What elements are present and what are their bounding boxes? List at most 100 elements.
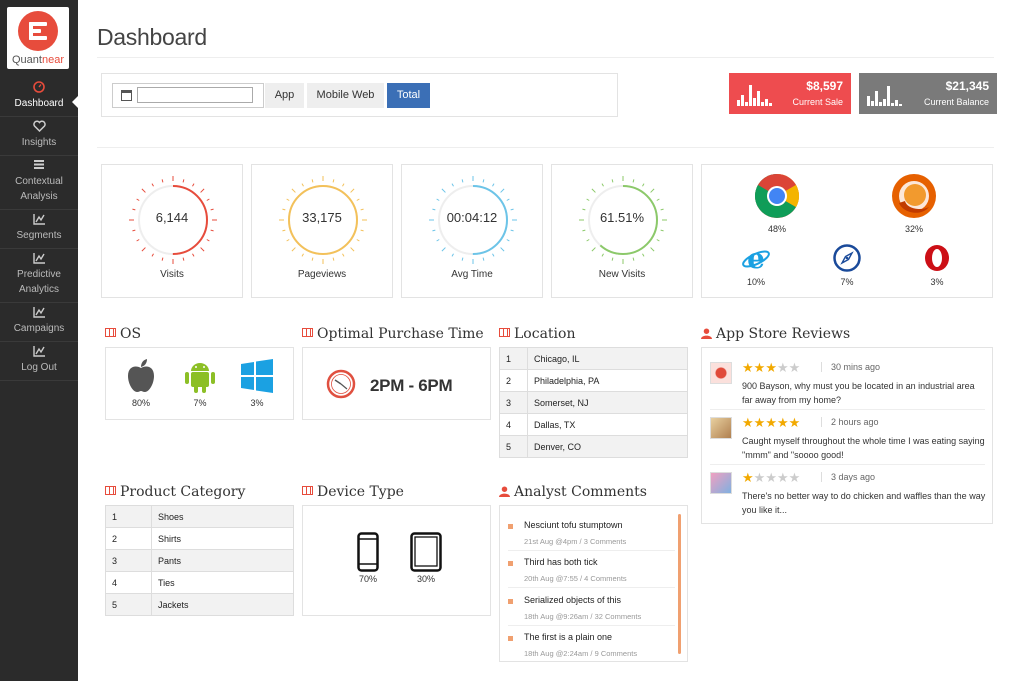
- gauge-new-visits: 61.51% New Visits: [551, 164, 693, 298]
- sidebar-item-segments[interactable]: Segments: [0, 210, 78, 249]
- star-filled-icon: ★: [742, 415, 754, 430]
- comment-title: Serialized objects of this: [524, 595, 622, 605]
- divider: [508, 587, 675, 588]
- comment-meta: 18th Aug @2:24am / 9 Comments: [524, 649, 638, 658]
- phone-icon: [357, 532, 379, 572]
- gauge-tick: [650, 247, 655, 252]
- gauge-tick: [591, 188, 596, 193]
- tab-mobile-web[interactable]: Mobile Web: [307, 83, 384, 108]
- star-filled-icon: ★: [765, 415, 777, 430]
- location-table: 1 Chicago, IL 2 Philadelphia, PA 3 Somerset…: [499, 347, 688, 458]
- date-picker[interactable]: [112, 83, 264, 108]
- divider: [710, 409, 985, 410]
- product-category-table: 1 Shoes 2 Shirts 3 Pants 4 Ties 5 Jackets: [105, 505, 294, 616]
- gauge-tick: [356, 239, 360, 242]
- user-icon: [701, 328, 712, 339]
- comment-meta: 21st Aug @4pm / 3 Comments: [524, 537, 627, 546]
- current-sale-value: $8,597: [806, 79, 843, 93]
- gauge-tick: [500, 247, 505, 252]
- gauge-tick: [161, 257, 164, 261]
- date-input[interactable]: [137, 87, 253, 103]
- filter-bar: App Mobile Web Total: [101, 73, 618, 117]
- bullet-icon: [508, 636, 513, 641]
- comment-item[interactable]: Third has both tick 20th Aug @7:55 / 4 C…: [508, 557, 668, 587]
- tab-app[interactable]: App: [265, 83, 304, 108]
- gauge-tick: [200, 247, 205, 252]
- section-product-category: Product Category: [105, 484, 245, 500]
- gauge-tick: [301, 253, 304, 257]
- comment-item[interactable]: Nesciunt tofu stumptown 21st Aug @4pm / …: [508, 520, 668, 550]
- browser-safari: 7%: [832, 244, 862, 287]
- gauge-tick: [436, 239, 440, 242]
- gauge-tick: [492, 253, 495, 257]
- review-thumbnail: [710, 362, 732, 384]
- comment-meta: 18th Aug @9:26am / 32 Comments: [524, 612, 642, 621]
- sidebar-item-insights[interactable]: Insights: [0, 117, 78, 156]
- gauge-tick: [360, 208, 364, 211]
- current-balance-label: Current Balance: [923, 97, 989, 107]
- heart-icon: [0, 120, 78, 135]
- sidebar-item-dashboard[interactable]: Dashboard: [0, 78, 78, 117]
- table-row: 4 Ties: [105, 571, 294, 594]
- gauge-tick: [611, 257, 614, 261]
- gauge-tick: [611, 179, 614, 183]
- gauge-tick: [311, 179, 314, 183]
- gauge-tick: [356, 198, 360, 201]
- gauge-tick: [291, 188, 296, 193]
- comment-item[interactable]: Serialized objects of this 18th Aug @9:2…: [508, 595, 668, 625]
- gauge-tick: [141, 188, 146, 193]
- gauge-tick: [660, 208, 664, 211]
- gauge-tick: [192, 253, 195, 257]
- gauge-ring: [429, 176, 517, 264]
- device-pct: 70%: [358, 574, 377, 584]
- scrollbar[interactable]: [678, 514, 681, 654]
- gauge-tick: [510, 229, 514, 232]
- logo[interactable]: Quantnear: [7, 7, 69, 69]
- sidebar-item-predictive-analytics[interactable]: Predictive Analytics: [0, 249, 78, 303]
- chart-line-icon: [0, 306, 78, 321]
- sidebar-item-campaigns[interactable]: Campaigns: [0, 303, 78, 342]
- safari-icon: [833, 244, 861, 272]
- gauge-visits: 6,144 Visits: [101, 164, 243, 298]
- gauge-tick: [151, 253, 154, 257]
- star-empty-icon: ★: [765, 470, 777, 485]
- chart-line-icon: [0, 213, 78, 228]
- gauge-tick: [132, 229, 136, 232]
- chart-line-icon: [0, 345, 78, 360]
- gauge-arc: [288, 185, 358, 255]
- star-empty-icon: ★: [788, 470, 801, 485]
- sidebar-item-log-out[interactable]: Log Out: [0, 342, 78, 381]
- gauge-arc: [588, 185, 658, 255]
- bullet-icon: [508, 599, 513, 604]
- star-empty-icon: ★: [776, 360, 789, 375]
- divider: [508, 625, 675, 626]
- tab-total[interactable]: Total: [387, 83, 430, 108]
- review-text: There's no better way to do chicken and …: [742, 491, 986, 515]
- current-sale-label: Current Sale: [792, 97, 843, 107]
- gauge-tick: [286, 239, 290, 242]
- os-pct: 3%: [250, 398, 264, 408]
- current-balance-card: $21,345 Current Balance: [859, 73, 997, 114]
- gauge-arc: [138, 185, 208, 255]
- browser-chrome: 48%: [754, 173, 800, 234]
- clock-icon: [326, 369, 356, 399]
- purchase-time-card: [302, 347, 491, 420]
- gauge-tick: [350, 247, 355, 252]
- gauge-tick: [642, 253, 645, 257]
- calendar-icon: [121, 90, 132, 101]
- star-rating: ★★★★★: [742, 360, 800, 376]
- section-reviews: App Store Reviews: [701, 326, 850, 342]
- review-time: 30 mins ago: [821, 362, 880, 372]
- table-row: 1 Chicago, IL: [499, 347, 688, 370]
- browser-pct: 48%: [767, 224, 786, 234]
- gauge-tick: [286, 198, 290, 201]
- gauge-tick: [291, 247, 296, 252]
- browser-ie: e 10%: [740, 242, 772, 287]
- ie-icon: e: [742, 242, 770, 275]
- sidebar-item-contextual-analysis[interactable]: Contextual Analysis: [0, 156, 78, 210]
- review-text: 900 Bayson, why must you be located in a…: [742, 381, 975, 405]
- apple-icon: [128, 359, 154, 392]
- divider: [97, 147, 994, 148]
- comment-item[interactable]: The first is a plain one 18th Aug @2:24a…: [508, 632, 668, 662]
- firefox-icon: [892, 174, 936, 218]
